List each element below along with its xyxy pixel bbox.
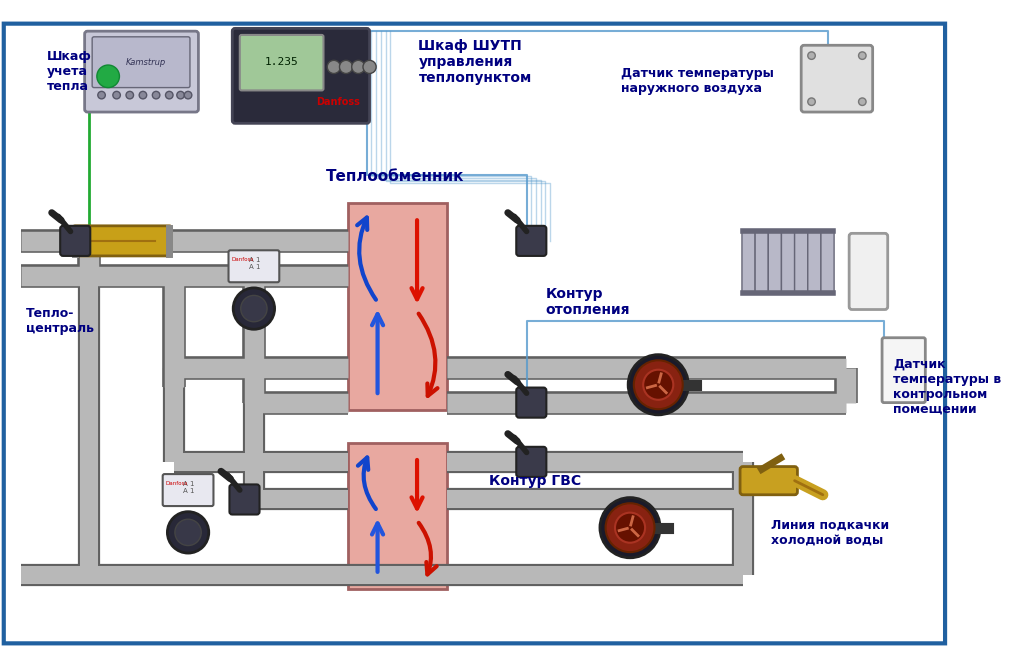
FancyBboxPatch shape [162,474,214,506]
FancyBboxPatch shape [348,443,447,589]
Text: 1.235: 1.235 [264,57,298,67]
Text: Шкаф ШУТП
управления
теплопунктом: Шкаф ШУТП управления теплопунктом [419,39,532,85]
Text: Danfoss: Danfoss [231,257,253,262]
FancyBboxPatch shape [92,37,190,87]
FancyBboxPatch shape [850,233,888,309]
Text: Датчик температуры
наружного воздуха: Датчик температуры наружного воздуха [621,67,774,95]
Circle shape [241,295,267,321]
Circle shape [152,91,159,99]
FancyBboxPatch shape [808,231,821,293]
FancyBboxPatch shape [801,45,873,112]
Text: Kamstrup: Kamstrup [126,58,165,67]
Text: Датчик
температуры в
контрольном
помещении: Датчик температуры в контрольном помещен… [893,358,1002,416]
FancyBboxPatch shape [742,231,755,293]
Circle shape [167,512,209,553]
Circle shape [175,519,201,546]
FancyBboxPatch shape [348,203,447,410]
FancyBboxPatch shape [795,231,808,293]
Text: Линия подкачки
холодной воды: Линия подкачки холодной воды [771,518,889,546]
Text: Контур ГВС: Контур ГВС [489,474,581,488]
FancyBboxPatch shape [74,226,172,256]
FancyBboxPatch shape [229,484,259,514]
Circle shape [634,360,683,409]
Circle shape [363,60,376,73]
Text: Danfoss: Danfoss [317,97,360,107]
FancyBboxPatch shape [517,226,546,256]
FancyBboxPatch shape [517,388,546,418]
Circle shape [165,91,173,99]
Circle shape [126,91,133,99]
FancyBboxPatch shape [821,231,834,293]
Circle shape [177,91,185,99]
FancyBboxPatch shape [240,35,324,91]
FancyBboxPatch shape [85,31,199,112]
Text: Danfoss: Danfoss [165,481,188,486]
Circle shape [327,60,340,73]
Circle shape [859,98,866,105]
Circle shape [600,498,660,558]
FancyBboxPatch shape [61,226,90,256]
Circle shape [113,91,120,99]
Text: Шкаф
учета
тепла: Шкаф учета тепла [47,50,92,93]
Circle shape [859,52,866,59]
Circle shape [629,355,688,415]
FancyBboxPatch shape [228,250,279,282]
Text: Контур
отопления: Контур отопления [546,287,630,317]
Circle shape [352,60,365,73]
Circle shape [185,91,192,99]
Circle shape [339,60,352,73]
Circle shape [233,288,274,329]
Circle shape [643,370,673,400]
FancyBboxPatch shape [755,231,768,293]
Text: A 1
A 1: A 1 A 1 [184,481,195,494]
FancyBboxPatch shape [882,338,925,403]
Circle shape [615,513,645,543]
FancyBboxPatch shape [517,447,546,477]
FancyBboxPatch shape [740,466,797,495]
Circle shape [98,91,105,99]
Circle shape [808,98,815,105]
Text: Теплообменник: Теплообменник [326,169,464,185]
Text: A 1
A 1: A 1 A 1 [249,257,260,270]
FancyBboxPatch shape [781,231,795,293]
Text: Тепло-
централь: Тепло- централь [26,307,94,335]
Circle shape [97,65,119,87]
FancyBboxPatch shape [768,231,781,293]
Circle shape [808,52,815,59]
FancyBboxPatch shape [232,29,369,123]
FancyBboxPatch shape [4,23,945,644]
Circle shape [605,503,655,552]
Circle shape [139,91,146,99]
